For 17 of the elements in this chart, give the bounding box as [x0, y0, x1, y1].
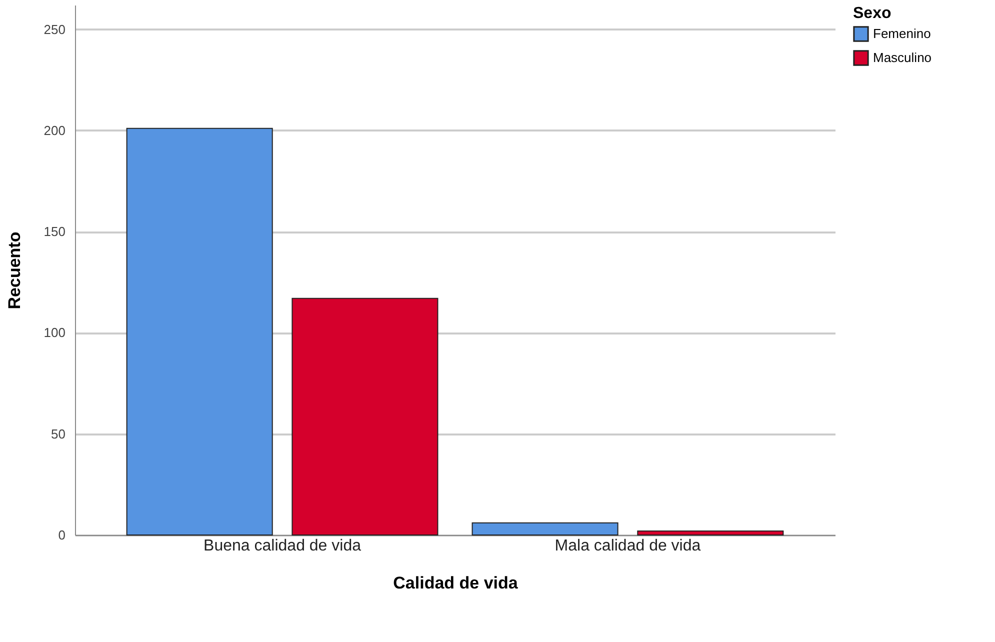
y-axis-title: Recuento — [4, 232, 24, 310]
bar — [637, 530, 784, 536]
legend-label: Femenino — [873, 26, 931, 41]
legend-title: Sexo — [853, 5, 892, 22]
legend-label: Masculino — [873, 50, 932, 65]
y-tick-label: 200 — [44, 122, 66, 138]
bar — [472, 522, 618, 536]
y-tick-label: 0 — [58, 528, 66, 542]
y-tick-label: 50 — [51, 426, 66, 442]
y-tick-label: 250 — [44, 22, 66, 37]
x-tick-label: Mala calidad de vida — [554, 538, 701, 554]
x-tick-label: Buena calidad de vida — [204, 538, 362, 554]
x-axis-title: Calidad de vida — [393, 574, 518, 592]
bar — [292, 298, 438, 536]
bar — [126, 128, 273, 536]
y-tick-label: 100 — [44, 325, 66, 340]
y-tick-label: 150 — [44, 224, 66, 240]
